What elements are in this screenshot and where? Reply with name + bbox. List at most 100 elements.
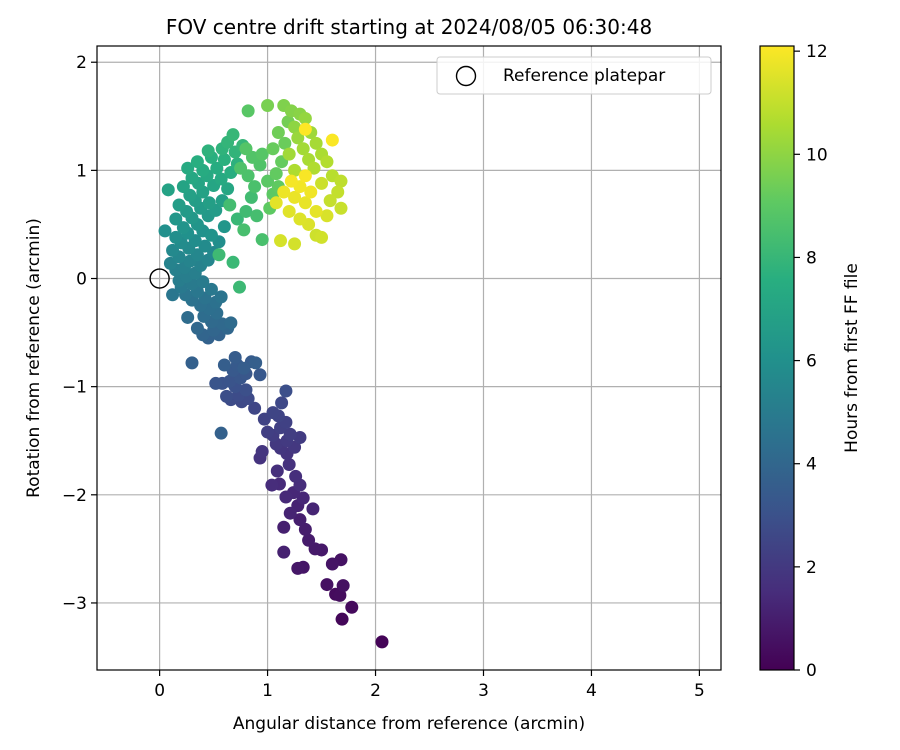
plot-frame: [96, 45, 722, 671]
data-point: [214, 172, 228, 186]
data-point: [226, 255, 240, 269]
data-point: [261, 174, 275, 188]
x-tick-label: 0: [154, 681, 165, 701]
data-point: [315, 176, 329, 190]
reference-platepar-marker: [149, 268, 170, 289]
data-point: [161, 183, 175, 197]
data-point: [309, 136, 323, 150]
colorbar-tick-label: 2: [806, 558, 817, 578]
data-point: [248, 401, 262, 415]
data-point: [288, 237, 302, 251]
data-point: [198, 239, 212, 253]
data-point: [226, 128, 240, 142]
data-point: [230, 212, 244, 226]
data-point: [334, 201, 348, 215]
data-point: [249, 356, 263, 370]
data-point: [209, 376, 223, 390]
data-point: [196, 275, 210, 289]
data-point: [181, 161, 195, 175]
y-tick-label: −2: [62, 486, 87, 506]
colorbar-ticks: 0 2 4 6 8 10 12: [794, 42, 828, 681]
data-point: [277, 545, 291, 559]
y-tick-label: 1: [76, 161, 87, 181]
legend-label: Reference platepar: [503, 66, 665, 86]
data-point: [302, 533, 316, 547]
legend-marker: [455, 65, 477, 87]
data-point: [293, 513, 307, 527]
colorbar-gradient: [759, 45, 795, 671]
data-point: [291, 131, 305, 145]
data-point: [298, 196, 312, 210]
data-point: [250, 209, 264, 223]
data-point: [166, 243, 180, 257]
data-point: [265, 478, 279, 492]
data-point: [325, 557, 339, 571]
data-point: [279, 490, 293, 504]
data-point: [201, 144, 215, 158]
y-axis-label: Rotation from reference (arcmin): [24, 218, 44, 498]
x-tick-label: 2: [370, 681, 381, 701]
y-tick-label: −1: [62, 378, 87, 398]
data-point: [298, 122, 312, 136]
data-point: [166, 288, 180, 302]
data-point: [190, 321, 204, 335]
data-point: [172, 198, 186, 212]
data-point: [298, 111, 312, 125]
data-point: [248, 180, 262, 194]
data-point: [212, 248, 226, 262]
data-point: [223, 374, 237, 388]
data-point: [288, 120, 302, 134]
legend: Reference platepar: [436, 56, 712, 95]
x-tick-label: 4: [586, 681, 597, 701]
data-point: [261, 425, 275, 439]
x-tick-label: 3: [478, 681, 489, 701]
data-point: [335, 612, 349, 626]
data-point: [158, 224, 172, 238]
data-point: [293, 212, 307, 226]
data-point: [185, 356, 199, 370]
data-point: [221, 182, 235, 196]
data-point: [176, 180, 190, 194]
data-point: [266, 406, 280, 420]
legend-box: [436, 56, 712, 95]
data-point: [296, 142, 310, 156]
data-point: [217, 153, 231, 167]
chart-title: FOV centre drift starting at 2024/08/05 …: [166, 15, 652, 39]
data-point: [223, 198, 237, 212]
data-point: [176, 221, 190, 235]
data-point: [291, 561, 305, 575]
data-point: [214, 426, 228, 440]
data-point: [233, 280, 247, 294]
data-point: [336, 579, 350, 593]
data-point: [228, 350, 242, 364]
data-point: [277, 185, 291, 199]
data-point: [283, 427, 297, 441]
data-point: [190, 155, 204, 169]
data-point: [204, 228, 218, 242]
data-point: [214, 290, 228, 304]
data-point: [375, 635, 389, 649]
y-axis-ticks: −3 −2 −1 0 1 2: [62, 53, 97, 614]
data-point: [217, 220, 231, 234]
data-point: [289, 469, 303, 483]
data-point: [278, 136, 292, 150]
data-point: [220, 389, 234, 403]
y-tick-label: −3: [62, 594, 87, 614]
data-point: [270, 464, 284, 478]
data-point: [224, 316, 238, 330]
data-point: [284, 174, 298, 188]
data-point: [296, 491, 310, 505]
data-point: [169, 230, 183, 244]
data-point: [241, 104, 255, 118]
data-point: [253, 368, 267, 382]
data-point: [269, 167, 283, 181]
data-point: [255, 445, 269, 459]
data-point: [277, 520, 291, 534]
data-point: [288, 190, 302, 204]
data-point: [320, 209, 334, 223]
data-point: [261, 98, 275, 112]
y-tick-label: 2: [76, 53, 87, 73]
colorbar-tick-label: 10: [806, 145, 828, 165]
data-point: [298, 522, 312, 536]
